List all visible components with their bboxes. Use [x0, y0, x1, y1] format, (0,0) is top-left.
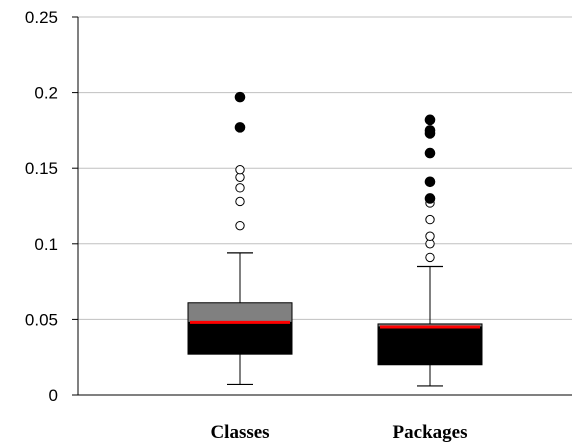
- boxes: [187, 91, 483, 387]
- mild-outlier-point: [425, 214, 435, 225]
- box-upper-quartile: [187, 302, 293, 323]
- category-labels: Classes Packages: [210, 422, 467, 443]
- extreme-outlier-point: [234, 122, 246, 133]
- category-label: Packages: [393, 422, 468, 443]
- mild-outlier-point: [425, 252, 435, 263]
- grid-lines: [78, 16, 572, 320]
- extreme-outlier-point: [424, 193, 436, 204]
- extreme-outlier-point: [424, 147, 436, 159]
- y-tick-label: 0: [49, 386, 58, 405]
- mild-outlier-point: [235, 220, 245, 231]
- y-tick-label: 0.2: [34, 84, 58, 103]
- mild-outlier-point: [235, 183, 245, 193]
- extreme-outlier-point: [424, 125, 436, 136]
- extreme-outlier-point: [424, 176, 436, 188]
- y-tick-label: 0.25: [25, 8, 58, 27]
- mild-outlier-point: [235, 165, 245, 175]
- box-classes: [187, 91, 293, 386]
- category-label: Classes: [210, 422, 269, 443]
- box-lower-quartile: [187, 321, 293, 355]
- y-tick-label: 0.05: [25, 310, 58, 329]
- y-tick-label: 0.1: [34, 235, 58, 254]
- y-axis: 0 0.05 0.1 0.15 0.2 0.25: [25, 8, 572, 405]
- mild-outlier-point: [425, 231, 435, 241]
- box-packages: [377, 114, 483, 387]
- extreme-outlier-point: [234, 91, 246, 103]
- extreme-outlier-point: [424, 114, 436, 126]
- mild-outlier-point: [235, 196, 245, 207]
- y-tick-label: 0.15: [25, 159, 58, 178]
- box-lower-quartile: [377, 326, 483, 366]
